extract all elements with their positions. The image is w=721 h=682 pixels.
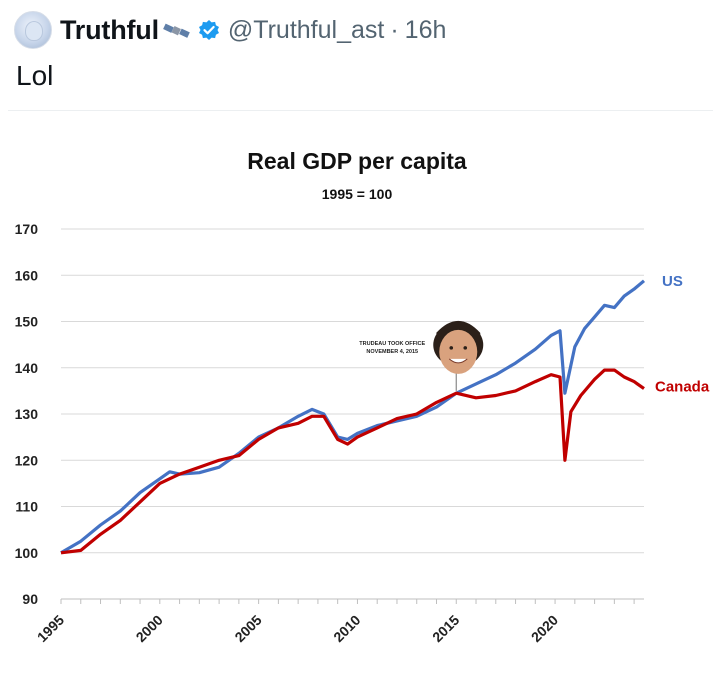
y-tick-label: 100 — [15, 545, 39, 561]
verified-icon[interactable] — [198, 19, 220, 41]
y-tick-label: 130 — [15, 406, 39, 422]
separator-dot: · — [390, 15, 399, 44]
series-line-canada — [60, 368, 645, 555]
y-tick-label: 160 — [15, 267, 39, 283]
tweet-header: Truthful @Truthful_ast · 16h — [14, 10, 446, 50]
y-tick-label: 150 — [15, 314, 39, 330]
tweet-media[interactable] — [0, 111, 721, 682]
y-tick-label: 120 — [15, 452, 39, 468]
legend-label-canada: Canada — [655, 379, 710, 396]
avatar[interactable] — [14, 11, 52, 49]
y-tick-label: 110 — [15, 499, 38, 515]
handle[interactable]: @Truthful_ast — [227, 15, 385, 44]
portrait-face — [439, 329, 478, 374]
portrait-eye — [463, 346, 468, 350]
x-tick-label: 2000 — [133, 612, 166, 645]
divider — [8, 110, 713, 111]
x-tick-label: 2020 — [528, 612, 561, 645]
chart-subtitle: 1995 = 100 — [322, 186, 393, 202]
y-axis: 90 100 110 120 130 140 150 160 170 — [15, 221, 39, 607]
x-tick-label: 2010 — [330, 612, 363, 645]
satellite-icon — [162, 19, 192, 41]
annotation-line-2: NOVEMBER 4, 2015 — [366, 349, 418, 355]
legend: US Canada — [655, 273, 710, 396]
portrait-photo — [433, 320, 484, 374]
tweet-text: Lol — [16, 60, 54, 91]
series-group — [60, 279, 646, 555]
annotation: TRUDEAU TOOK OFFICE NOVEMBER 4, 2015 — [359, 320, 484, 391]
annotation-line-1: TRUDEAU TOOK OFFICE — [359, 341, 425, 347]
series-line-us — [60, 279, 646, 555]
portrait-smile — [448, 358, 468, 364]
grid-lines — [61, 228, 644, 600]
avatar-face — [25, 21, 43, 41]
x-tick-label: 2015 — [429, 612, 462, 645]
x-axis: 1995 2000 2005 2010 2015 2020 — [34, 598, 644, 645]
x-tick-label: 1995 — [34, 612, 67, 645]
portrait-fringe — [436, 320, 481, 343]
y-tick-label: 90 — [22, 591, 38, 607]
display-name[interactable]: Truthful — [60, 14, 159, 45]
timestamp[interactable]: 16h — [404, 15, 447, 44]
legend-label-us: US — [662, 273, 683, 290]
x-tick-label: 2005 — [231, 612, 264, 645]
portrait-eye — [449, 346, 454, 350]
chart-title: Real GDP per capita — [247, 148, 467, 174]
y-tick-label: 140 — [15, 360, 39, 376]
y-tick-label: 170 — [15, 221, 39, 237]
gdp-chart: Real GDP per capita 1995 = 100 90 100 110 1… — [15, 148, 710, 645]
